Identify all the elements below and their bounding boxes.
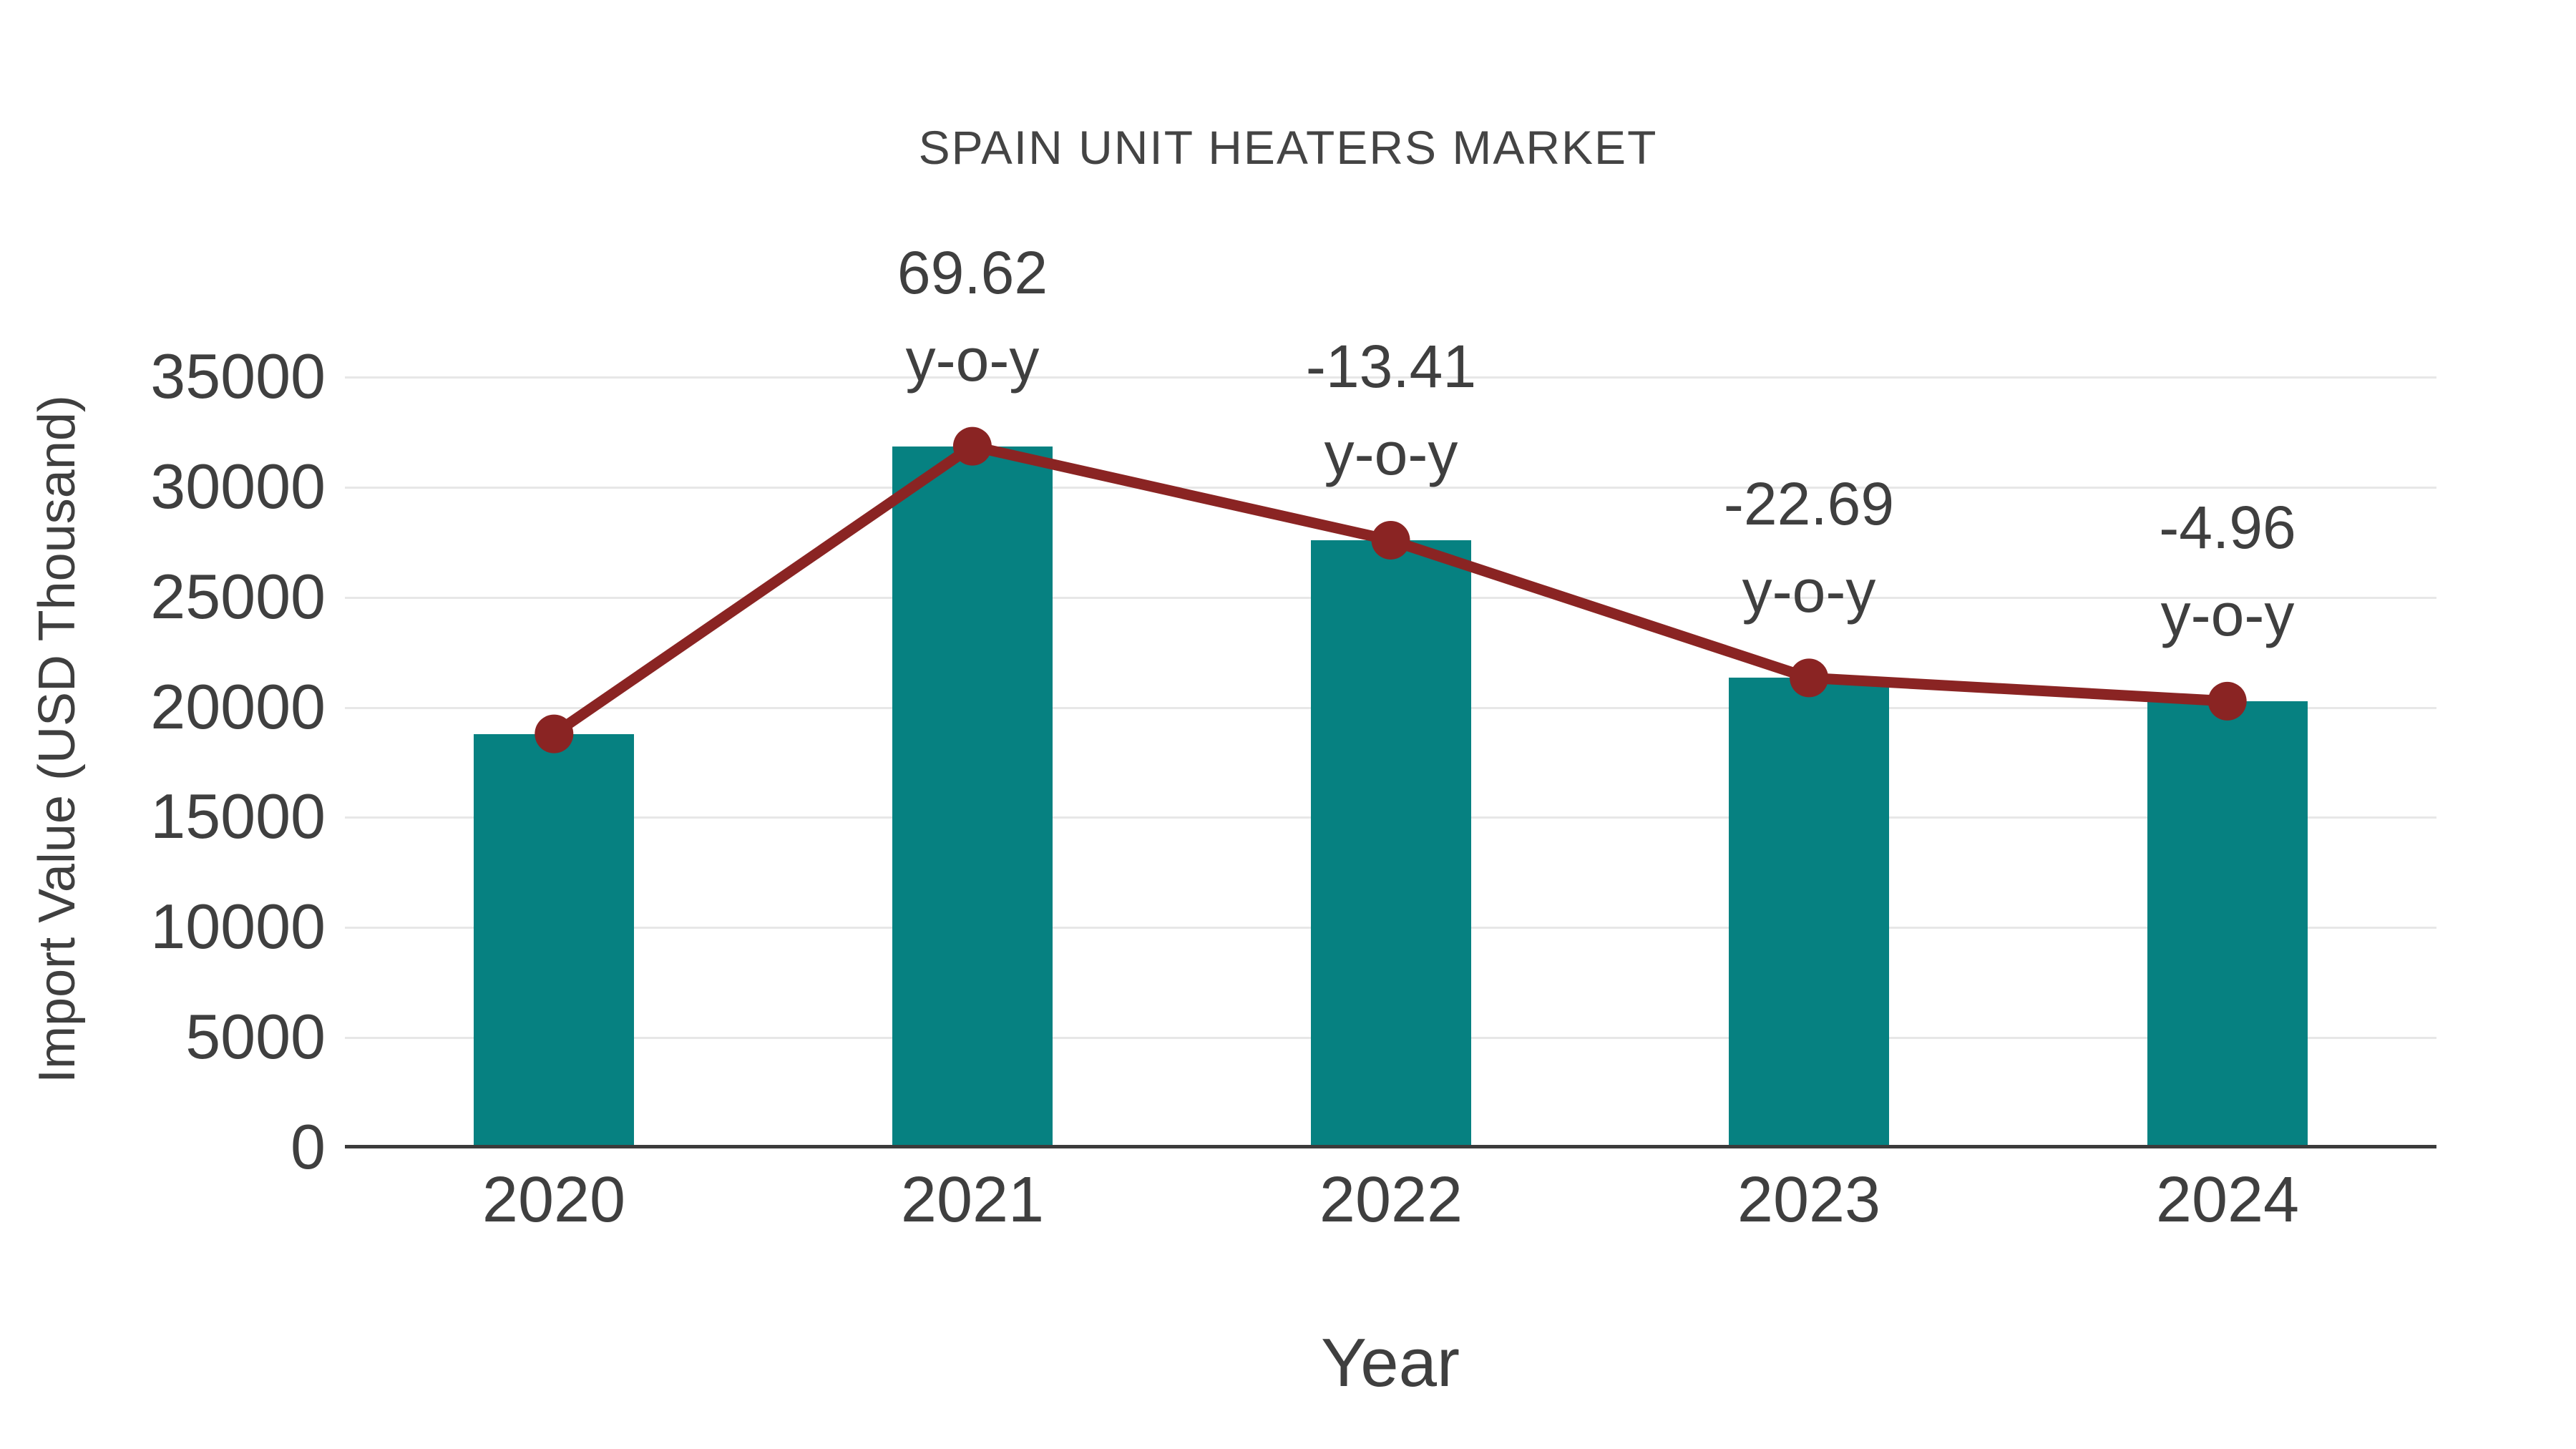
bar-2024	[2147, 701, 2308, 1147]
bar-2020	[474, 734, 634, 1147]
trend-line-layer	[535, 426, 2247, 753]
gridline-30000	[345, 487, 2436, 489]
bar-2022	[1311, 540, 1471, 1147]
y-tick-label-15000: 15000	[150, 781, 326, 852]
trend-point-2022	[1371, 520, 1410, 560]
yoy-value-2024: -4.96	[2159, 494, 2296, 561]
yoy-unit-label-2021: y-o-y	[905, 326, 1040, 394]
yoy-annotation-2023: -22.69 y-o-y	[1724, 460, 1894, 635]
y-tick-label-30000: 30000	[150, 451, 326, 522]
gridline-35000	[345, 376, 2436, 379]
chart-title: SPAIN UNIT HEATERS MARKET	[918, 121, 1658, 174]
yoy-annotation-2024: -4.96 y-o-y	[2159, 484, 2296, 658]
x-tick-label-2023: 2023	[1737, 1164, 1881, 1236]
y-tick-label-20000: 20000	[150, 671, 326, 742]
y-tick-label-25000: 25000	[150, 561, 326, 632]
bar-2023	[1729, 678, 1889, 1147]
x-tick-label-2022: 2022	[1319, 1164, 1463, 1236]
x-axis-line	[345, 1145, 2436, 1148]
trend-point-2023	[1790, 658, 1829, 698]
y-tick-label-5000: 5000	[185, 1001, 326, 1072]
y-tick-label-35000: 35000	[150, 341, 326, 411]
y-tick-label-0: 0	[291, 1111, 326, 1182]
trend-point-2020	[535, 714, 574, 753]
yoy-value-2021: 69.62	[897, 239, 1048, 306]
trend-point-2021	[952, 426, 992, 466]
x-tick-label-2024: 2024	[2155, 1164, 2300, 1236]
bar-2021	[892, 447, 1053, 1147]
trend-point-2024	[2207, 681, 2247, 721]
yoy-value-2023: -22.69	[1723, 470, 1895, 537]
y-tick-label-10000: 10000	[150, 891, 326, 962]
yoy-unit-label-2024: y-o-y	[2160, 581, 2295, 648]
x-axis-title: Year	[1321, 1324, 1460, 1401]
yoy-annotation-2022: -13.41 y-o-y	[1306, 323, 1476, 497]
yoy-value-2022: -13.41	[1305, 333, 1477, 400]
yoy-unit-label-2022: y-o-y	[1324, 420, 1458, 487]
x-tick-label-2020: 2020	[482, 1164, 626, 1236]
yoy-unit-label-2023: y-o-y	[1742, 557, 1876, 625]
x-tick-label-2021: 2021	[900, 1164, 1045, 1236]
yoy-annotation-2021: 69.62 y-o-y	[897, 229, 1048, 404]
